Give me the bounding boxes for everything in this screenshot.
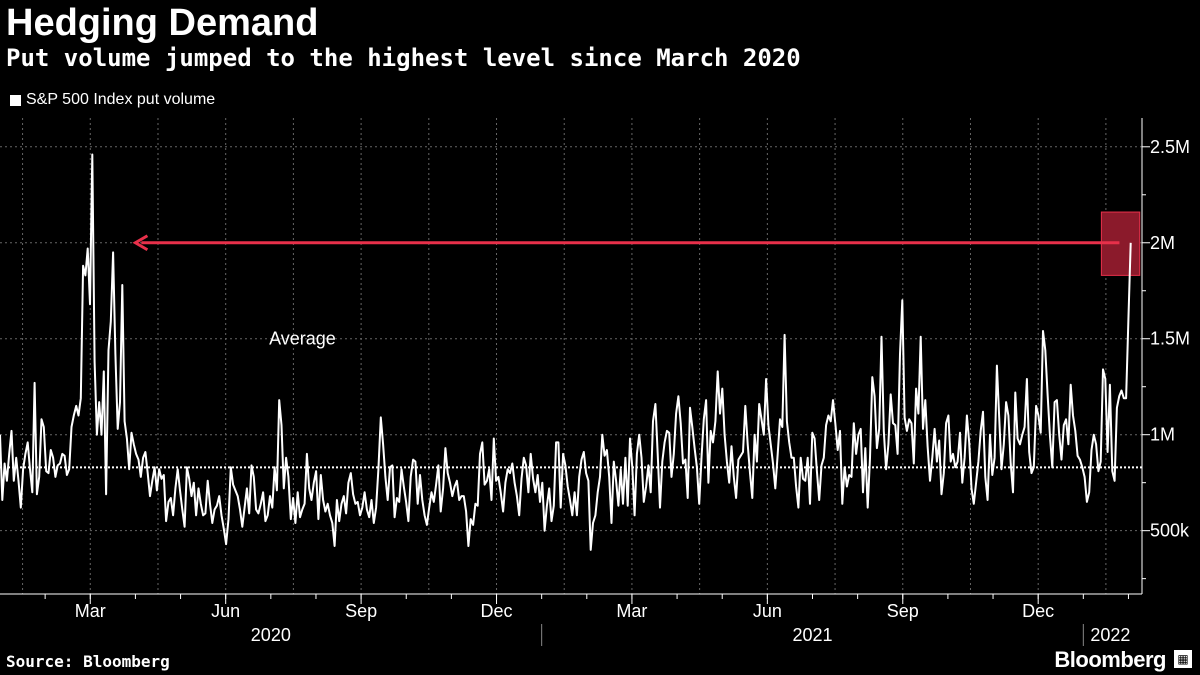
annotation-arrowhead: [132, 234, 149, 252]
y-tick-label: 2M: [1150, 233, 1175, 253]
x-tick-label: Dec: [481, 601, 513, 621]
legend: S&P 500 Index put volume: [10, 91, 215, 109]
y-tick-label: 1M: [1150, 425, 1175, 445]
legend-swatch: [10, 94, 21, 106]
y-tick-label: 1.5M: [1150, 329, 1190, 349]
x-tick-label: Mar: [616, 601, 647, 621]
source-note: Source: Bloomberg: [6, 652, 170, 671]
put-volume-line: [0, 153, 1132, 551]
x-tick-label: Mar: [75, 601, 106, 621]
x-tick-label: Jun: [753, 601, 782, 621]
axis-layer: 500k 1M 1.5M 2M 2.5M Mar Jun Sep Dec Mar Jun Sep Dec…: [0, 118, 1190, 646]
chart-title: Hedging Demand: [6, 2, 319, 44]
chart-logo-icon: ▦: [1174, 650, 1192, 668]
average-label: Average: [269, 328, 336, 348]
year-label: 2022: [1090, 625, 1130, 645]
bloomberg-logo: Bloomberg: [1054, 647, 1166, 672]
year-label: 2020: [251, 625, 291, 645]
year-label: 2021: [792, 625, 832, 645]
annotation-layer: Average: [132, 234, 1120, 348]
x-tick-label: Jun: [211, 601, 240, 621]
legend-label: S&P 500 Index put volume: [26, 91, 216, 108]
x-tick-label: Sep: [345, 601, 377, 621]
y-tick-label: 2.5M: [1150, 137, 1190, 157]
chart-subtitle: Put volume jumped to the highest level s…: [6, 44, 801, 72]
grid-layer: [0, 118, 1142, 594]
y-tick-label: 500k: [1150, 521, 1190, 541]
x-tick-label: Sep: [887, 601, 919, 621]
x-tick-label: Dec: [1022, 601, 1054, 621]
